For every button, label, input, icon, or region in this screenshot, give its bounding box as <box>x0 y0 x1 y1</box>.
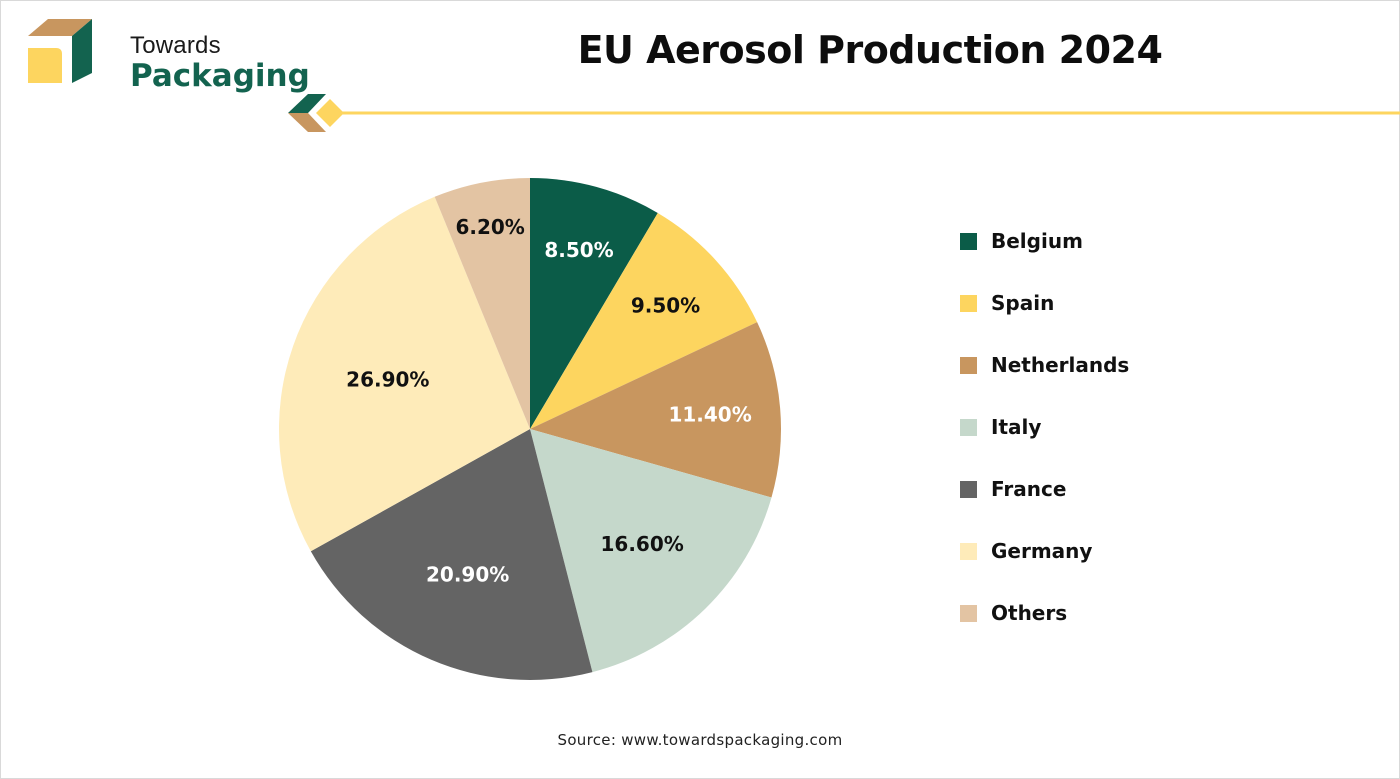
pie-slice-netherlands <box>530 322 781 498</box>
legend-swatch <box>960 604 977 622</box>
box-logo-icon <box>28 19 92 83</box>
legend-item-belgium: Belgium <box>960 226 1083 256</box>
legend-swatch <box>960 480 977 498</box>
legend-item-netherlands: Netherlands <box>960 350 1129 380</box>
legend-swatch <box>960 418 977 436</box>
slice-label-spain: 9.50% <box>631 294 700 318</box>
chevron-green-icon <box>288 94 326 113</box>
slice-label-france: 20.90% <box>426 562 509 586</box>
legend-label: Belgium <box>991 229 1083 253</box>
title-divider <box>288 94 1400 132</box>
source-note: Source: www.towardspackaging.com <box>557 731 843 749</box>
pie-slice-belgium <box>530 178 658 429</box>
brand-logo: Towards Packaging <box>26 18 310 94</box>
legend-swatch <box>960 294 977 312</box>
slice-label-belgium: 8.50% <box>544 238 613 262</box>
legend-item-france: France <box>960 474 1066 504</box>
legend-label: Spain <box>991 291 1055 315</box>
legend-label: Germany <box>991 539 1093 563</box>
legend-item-italy: Italy <box>960 412 1041 442</box>
legend-label: Netherlands <box>991 353 1130 377</box>
legend-item-germany: Germany <box>960 536 1092 566</box>
legend-swatch <box>960 542 977 560</box>
legend-label: Italy <box>991 415 1042 439</box>
pie-slice-italy <box>530 429 772 673</box>
slice-label-netherlands: 11.40% <box>668 402 751 426</box>
pie-slice-germany <box>279 196 530 552</box>
pie-slice-others <box>434 178 530 429</box>
legend-label: France <box>991 477 1067 501</box>
diamond-icon <box>316 99 344 127</box>
chevron-tan-icon <box>288 113 326 132</box>
legend-item-others: Others <box>960 598 1067 628</box>
pie-slice-france <box>310 429 593 680</box>
slice-label-others: 6.20% <box>455 215 524 239</box>
brand-name-top: Towards <box>130 32 221 59</box>
legend-swatch <box>960 232 977 250</box>
legend-label: Others <box>991 601 1068 625</box>
brand-name-bottom: Packaging <box>130 58 310 94</box>
slice-label-italy: 16.60% <box>600 532 683 556</box>
pie-slice-spain <box>530 212 758 429</box>
slice-label-germany: 26.90% <box>346 367 429 391</box>
legend-item-spain: Spain <box>960 288 1054 318</box>
chart-title: EU Aerosol Production 2024 <box>577 28 1163 72</box>
legend-swatch <box>960 356 977 374</box>
